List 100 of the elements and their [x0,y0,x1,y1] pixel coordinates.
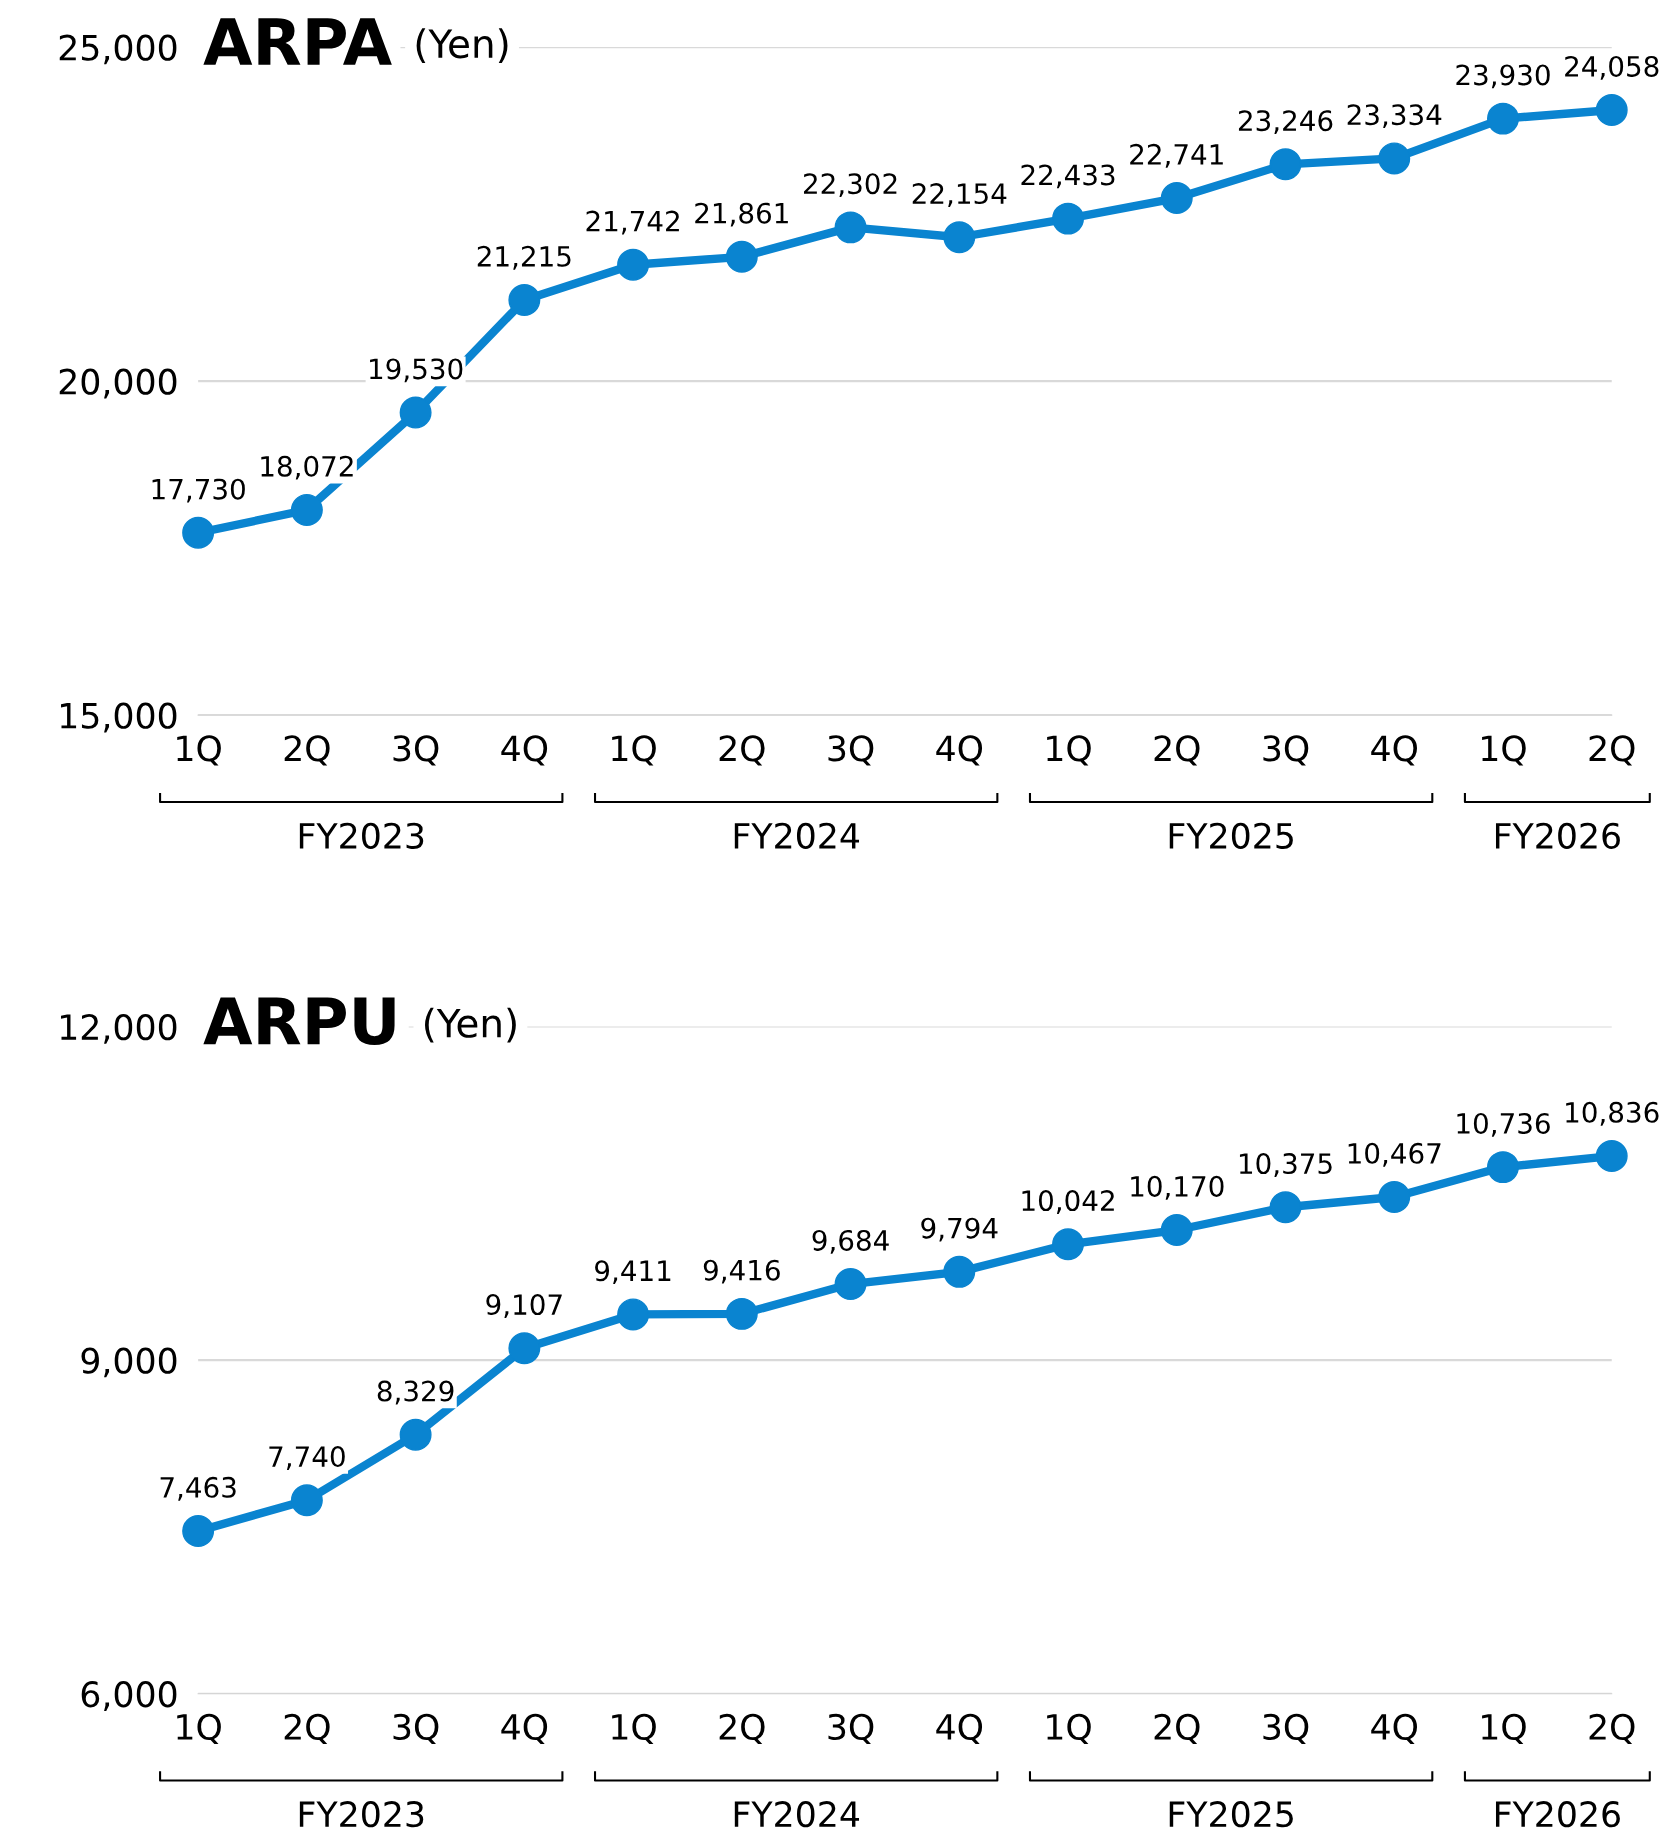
data-label: 22,154 [912,183,1007,207]
point [834,211,867,244]
data-label: 23,930 [1456,64,1550,89]
data-label: 9,794 [921,1217,998,1242]
data-label: 17,730 [152,478,245,503]
x-tick-label: 3Q [1263,735,1309,766]
data-label: 9,411 [595,1260,671,1285]
text: FY2025 [1169,822,1293,849]
x-tick-label: 4Q [501,1713,548,1744]
data-label: 24,058 [1565,55,1659,80]
point [1160,1214,1193,1247]
data-label: 7,463 [160,1476,236,1501]
x-tick-label: 1Q [612,735,656,766]
point [1269,1191,1302,1224]
data-label: 9,416 [703,1259,780,1284]
y-tick-label: 15,000 [61,702,177,733]
data-label: 10,736 [1457,1112,1550,1137]
data-label: 21,861 [695,202,788,227]
point [1487,1151,1519,1184]
x-tick-label: 2Q [1154,735,1200,766]
text: FY2024 [734,822,860,849]
y-tick-label: 20,000 [59,368,177,399]
point [943,1255,976,1288]
point [617,248,650,281]
point [1487,102,1519,135]
x-tick-label: 4Q [1371,1713,1417,1744]
x-tick-label: 1Q [177,735,221,766]
x-tick-label: 4Q [936,735,983,766]
data-label: 10,375 [1239,1153,1332,1177]
data-label: 18,072 [261,455,353,480]
y-tick-label: 12,000 [61,1013,177,1044]
data-label: 22,433 [1021,164,1115,189]
x-tick-label: 2Q [719,735,765,766]
data-label: 10,467 [1348,1142,1441,1167]
point [834,1268,867,1301]
x-tick-label: 2Q [719,1713,765,1744]
point [508,1332,541,1365]
data-label: 8,329 [377,1380,454,1405]
x-tick-label: 1Q [1047,1713,1091,1744]
point [182,516,215,549]
text: FY2023 [299,822,424,849]
data-label: 19,530 [370,358,463,383]
x-tick-label: 4Q [1371,735,1417,766]
point [725,240,758,273]
text: FY2023 [299,1801,424,1828]
point [617,1298,650,1331]
x-tick-label: 1Q [177,1713,221,1744]
point [290,1484,323,1517]
x-tick-label: 2Q [284,735,330,766]
data-label: 7,740 [269,1446,345,1470]
chart-subtitle: (Yen) [416,28,508,63]
y-tick-label: 9,000 [81,1347,177,1378]
point [399,396,432,429]
x-tick-label: 1Q [612,1713,656,1744]
point [1378,142,1411,175]
point [1378,1181,1411,1213]
text: FY2026 [1495,1801,1620,1828]
x-tick-label: 2Q [1589,735,1635,766]
point [1052,1228,1085,1261]
x-tick-label: 2Q [1589,1713,1635,1744]
data-label: 9,107 [486,1294,562,1318]
x-tick-label: 3Q [1263,1713,1309,1744]
point [290,493,323,526]
text: FY2026 [1495,822,1620,849]
point [399,1418,432,1451]
x-tick-label: 2Q [1154,1713,1200,1744]
point [1269,148,1302,181]
point [1052,202,1085,235]
text: FY2025 [1169,1801,1293,1828]
x-tick-label: 4Q [936,1713,983,1744]
y-tick-label: 25,000 [59,34,177,65]
text: FY2024 [734,1801,860,1828]
x-tick-label: 3Q [393,735,439,766]
chart-title: ARPU [203,997,395,1046]
x-tick-label: 3Q [828,1713,874,1744]
point [1160,182,1193,215]
x-tick-label: 1Q [1482,735,1526,766]
point [943,221,976,254]
point [1595,94,1628,127]
data-label: 23,334 [1347,104,1442,129]
chart-title: ARPA [203,18,392,65]
x-tick-label: 3Q [828,735,874,766]
x-tick-label: 2Q [284,1713,330,1744]
data-label: 10,170 [1131,1175,1224,1200]
data-label: 21,742 [586,210,679,235]
x-tick-label: 3Q [393,1713,439,1744]
chart-subtitle: (Yen) [425,1007,516,1043]
data-label: 22,741 [1130,143,1223,168]
point [725,1297,758,1330]
data-label: 22,302 [804,173,897,198]
point [508,284,541,316]
x-tick-label: 1Q [1482,1713,1526,1744]
x-tick-label: 4Q [501,735,548,766]
x-tick-label: 1Q [1047,735,1091,766]
data-label: 9,684 [812,1229,889,1254]
data-label: 23,246 [1238,110,1333,134]
data-label: 10,042 [1022,1190,1114,1214]
point [182,1515,215,1548]
data-label: 21,215 [477,245,571,270]
data-label: 10,836 [1566,1101,1659,1126]
